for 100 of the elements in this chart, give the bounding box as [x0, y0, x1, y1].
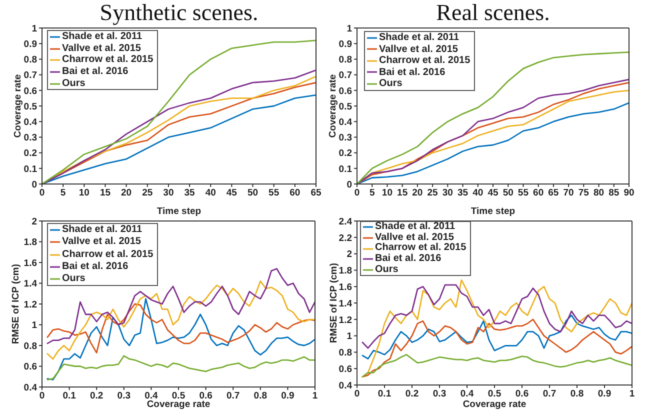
line-series: [362, 314, 632, 360]
y-tick-label: 0.3: [24, 132, 37, 144]
y-tick-label: 0.7: [338, 70, 352, 82]
x-tick-label: 0.7: [226, 390, 240, 402]
x-tick-label: 0.4: [460, 388, 474, 400]
y-tick-label: 0.5: [24, 101, 38, 112]
y-axis-title: Coverage rate: [327, 74, 338, 138]
y-tick-label: 2.4: [338, 216, 353, 228]
x-tick-label: 0: [39, 390, 45, 402]
x-tick-label: 0.2: [90, 390, 104, 402]
y-tick-label: 0.8: [24, 54, 37, 66]
x-tick-label: 55: [268, 188, 280, 199]
line-series: [46, 268, 315, 344]
x-tick-label: 20: [121, 188, 132, 199]
x-tick-label: 35: [184, 188, 196, 199]
x-tick-label: 60: [533, 188, 544, 199]
y-tick-label: 1: [346, 23, 353, 34]
y-tick-label: 0.5: [338, 101, 353, 112]
x-tick-label: 15: [397, 188, 408, 199]
legend-label: Shade et al. 2011: [62, 31, 142, 43]
legend-label: Vallve et al. 2015: [62, 42, 141, 54]
x-tick-label: 0.8: [254, 390, 268, 402]
y-tick-label: 0.8: [24, 340, 37, 352]
y-tick-label: 1.2: [24, 299, 37, 310]
y-tick-label: 1.4: [24, 278, 38, 290]
x-tick-label: 0.7: [542, 388, 556, 400]
y-tick-label: 1.4: [338, 298, 353, 310]
x-tick-label: 75: [578, 188, 590, 199]
x-tick-label: 40: [472, 188, 484, 199]
legend-label: Shade et al. 2011: [62, 224, 142, 236]
x-tick-label: 85: [608, 188, 620, 199]
legend-label: Bai et al. 2016: [62, 260, 128, 274]
line-series: [46, 280, 315, 360]
legend-label: Vallve et al. 2015: [375, 232, 454, 243]
y-tick-label: 0.6: [338, 364, 352, 375]
line-series: [362, 354, 632, 378]
line-series: [46, 303, 315, 354]
x-tick-label: 0.5: [488, 388, 502, 400]
legend-label: Shade et al. 2011: [375, 221, 456, 232]
y-axis-title: RMSE of ICP (cm): [10, 264, 22, 344]
y-tick-label: 0.6: [24, 86, 37, 97]
y-tick-label: 0.2: [338, 148, 352, 160]
x-tick-label: 0.9: [281, 390, 294, 402]
y-tick-label: 1.6: [24, 258, 37, 269]
y-tick-label: 1.2: [338, 314, 352, 326]
x-tick-label: 25: [142, 188, 154, 199]
y-tick-label: 0.3: [338, 132, 352, 144]
x-tick-label: 0.4: [144, 390, 159, 402]
x-tick-label: 70: [563, 188, 574, 199]
y-tick-label: 0.4: [338, 380, 353, 392]
x-tick-label: 65: [310, 188, 322, 199]
x-axis-title: Time step: [156, 206, 202, 217]
legend-label: Bai et al. 2016: [62, 66, 128, 78]
x-tick-label: 45: [226, 188, 238, 199]
x-axis-title: Time step: [470, 206, 516, 217]
legend-label: Charrow et al. 2015: [62, 248, 154, 261]
y-tick-label: 2: [32, 216, 37, 228]
x-tick-label: 0: [354, 188, 360, 199]
line-series: [362, 284, 632, 349]
x-tick-label: 55: [518, 188, 530, 199]
legend-label: Charrow et al. 2015: [379, 55, 470, 66]
y-tick-label: 1: [32, 23, 38, 34]
x-tick-label: 0.3: [117, 390, 131, 402]
legend-label: Ours: [62, 78, 86, 90]
y-tick-label: 1.8: [338, 266, 352, 277]
y-tick-label: 0.4: [338, 116, 353, 128]
y-tick-label: 0.8: [338, 348, 352, 359]
x-tick-label: 0: [39, 188, 45, 199]
x-tick-label: 80: [593, 188, 604, 199]
legend-label: Ours: [62, 273, 86, 286]
legend-label: Charrow et al. 2015: [62, 54, 154, 66]
legend-label: Vallve et al. 2015: [62, 236, 141, 249]
y-tick-label: 0.7: [24, 70, 37, 82]
x-tick-label: 1: [629, 388, 636, 400]
x-tick-label: 20: [412, 188, 423, 199]
x-tick-label: 0.6: [199, 390, 212, 402]
y-tick-label: 0.9: [24, 38, 37, 50]
y-tick-label: 0.1: [338, 164, 353, 175]
x-tick-label: 15: [100, 188, 112, 199]
y-tick-label: 0.8: [338, 54, 352, 66]
x-tick-label: 0: [354, 388, 360, 400]
line-series: [46, 355, 315, 380]
x-tick-label: 90: [624, 188, 634, 199]
y-tick-label: 1: [32, 320, 38, 332]
y-tick-label: 0: [346, 179, 352, 190]
y-tick-label: 0.2: [24, 148, 37, 160]
x-tick-label: 30: [163, 188, 174, 199]
x-tick-label: 0.9: [598, 388, 612, 400]
x-tick-label: 45: [488, 188, 499, 199]
x-tick-label: 0.5: [172, 390, 186, 402]
y-tick-label: 1: [346, 331, 353, 342]
legend-label: Vallve et al. 2015: [379, 44, 458, 55]
x-tick-label: 0.1: [62, 390, 77, 402]
line-series: [362, 318, 632, 378]
x-tick-label: 5: [60, 188, 66, 199]
x-tick-label: 60: [290, 188, 300, 199]
x-tick-label: 1: [312, 390, 318, 402]
legend-label: Ours: [375, 264, 398, 276]
y-axis-title: Coverage rate: [12, 74, 24, 138]
x-tick-label: 0.2: [405, 388, 419, 400]
